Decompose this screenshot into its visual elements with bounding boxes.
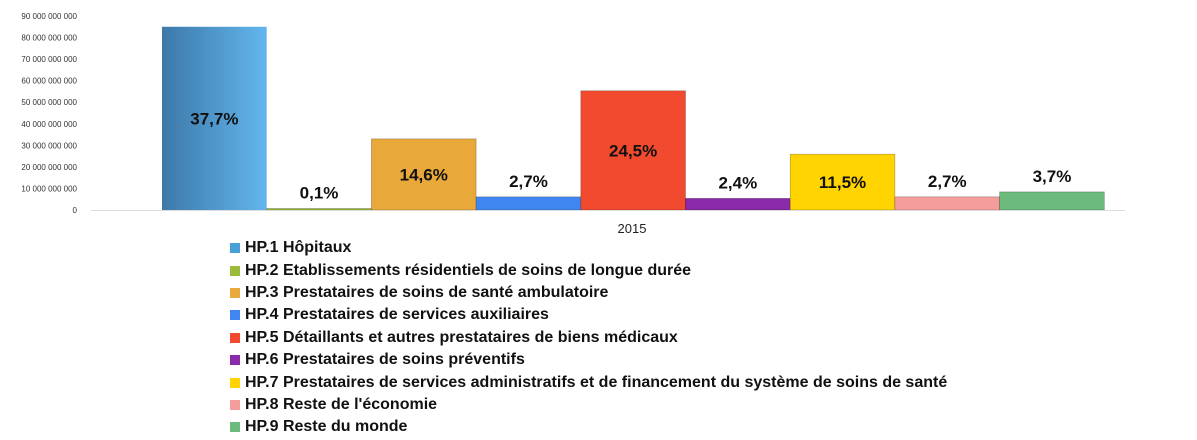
- y-tick-label: 40 000 000 000: [21, 120, 77, 129]
- data-label: 3,7%: [1033, 167, 1072, 186]
- legend-swatch: [230, 355, 240, 366]
- y-tick-label: 0: [73, 206, 78, 215]
- y-axis: 0 10 000 000 000 20 000 000 000 30 000 000 …: [21, 12, 77, 215]
- y-tick-label: 20 000 000 000: [21, 163, 77, 172]
- bars: [162, 26, 1105, 211]
- bar-hp-4: [475, 196, 582, 211]
- legend-item: HP.7 Prestataires de services administra…: [230, 371, 1130, 393]
- legend-swatch: [230, 265, 240, 276]
- legend-label: HP.3 Prestataires de soins de santé ambu…: [245, 283, 609, 301]
- bar-hp-1: [162, 26, 267, 211]
- legend-swatch: [230, 243, 240, 254]
- data-label: 14,6%: [400, 165, 448, 184]
- x-category-label: 2015: [618, 221, 647, 236]
- data-label: 2,7%: [928, 172, 967, 191]
- y-tick-label: 30 000 000 000: [21, 141, 77, 150]
- legend-item: HP.3 Prestataires de soins de santé ambu…: [230, 282, 1130, 304]
- y-tick-label: 90 000 000 000: [21, 12, 77, 21]
- bar-hp-5: [580, 90, 686, 211]
- y-tick-label: 50 000 000 000: [21, 98, 77, 107]
- legend-label: HP.2 Etablissements résidentiels de soin…: [245, 261, 692, 279]
- data-label: 37,7%: [190, 109, 238, 128]
- bar-hp-9: [999, 191, 1105, 211]
- legend-swatch: [230, 399, 240, 410]
- legend-label: HP.9 Reste du monde: [245, 418, 408, 436]
- x-axis: 2015: [91, 210, 1125, 236]
- legend-swatch: [230, 332, 240, 343]
- y-tick-label: 10 000 000 000: [21, 184, 77, 193]
- y-tick-label: 60 000 000 000: [21, 77, 77, 86]
- legend-item: HP.5 Détaillants et autres prestataires …: [230, 327, 1130, 349]
- legend-swatch: [230, 422, 240, 433]
- legend-swatch: [230, 377, 240, 388]
- legend-label: HP.5 Détaillants et autres prestataires …: [245, 328, 678, 346]
- bar-hp-7: [789, 153, 896, 211]
- legend-label: HP.7 Prestataires de services administra…: [245, 373, 948, 391]
- bar-hp-3: [371, 138, 477, 211]
- data-label: 11,5%: [819, 173, 866, 192]
- data-label: 24,5%: [609, 141, 657, 160]
- legend-label: HP.6 Prestataires de soins préventifs: [245, 351, 525, 369]
- bar-hp-8: [894, 196, 1000, 211]
- legend-swatch: [230, 287, 240, 298]
- legend-item: HP.2 Etablissements résidentiels de soin…: [230, 259, 1130, 281]
- legend-label: HP.4 Prestataires de services auxiliaire…: [245, 306, 549, 324]
- legend-item: HP.6 Prestataires de soins préventifs: [230, 349, 1130, 371]
- legend-item: HP.4 Prestataires de services auxiliaire…: [230, 304, 1130, 326]
- legend-label: HP.8 Reste de l'économie: [245, 395, 438, 413]
- legend-item: HP.8 Reste de l'économie: [230, 394, 1130, 416]
- data-label: 0,1%: [300, 184, 339, 203]
- y-tick-label: 70 000 000 000: [21, 55, 77, 64]
- data-label: 2,4%: [718, 173, 757, 192]
- legend-label: HP.1 Hôpitaux: [245, 239, 352, 257]
- data-label: 2,7%: [509, 172, 548, 191]
- legend-swatch: [230, 310, 240, 321]
- data-labels: 37,7% 0,1% 14,6% 2,7% 24,5% 2,4% 11,5% 2,7% 3,7%: [190, 109, 1071, 202]
- y-tick-label: 80 000 000 000: [21, 34, 77, 43]
- legend-item: HP.9 Reste du monde: [230, 416, 1130, 438]
- bar-hp-6: [685, 198, 791, 211]
- legend: HP.1 Hôpitaux HP.2 Etablissements résiden…: [230, 237, 1130, 439]
- legend-item: HP.1 Hôpitaux: [230, 237, 1130, 259]
- bar-hp-2: [266, 208, 372, 211]
